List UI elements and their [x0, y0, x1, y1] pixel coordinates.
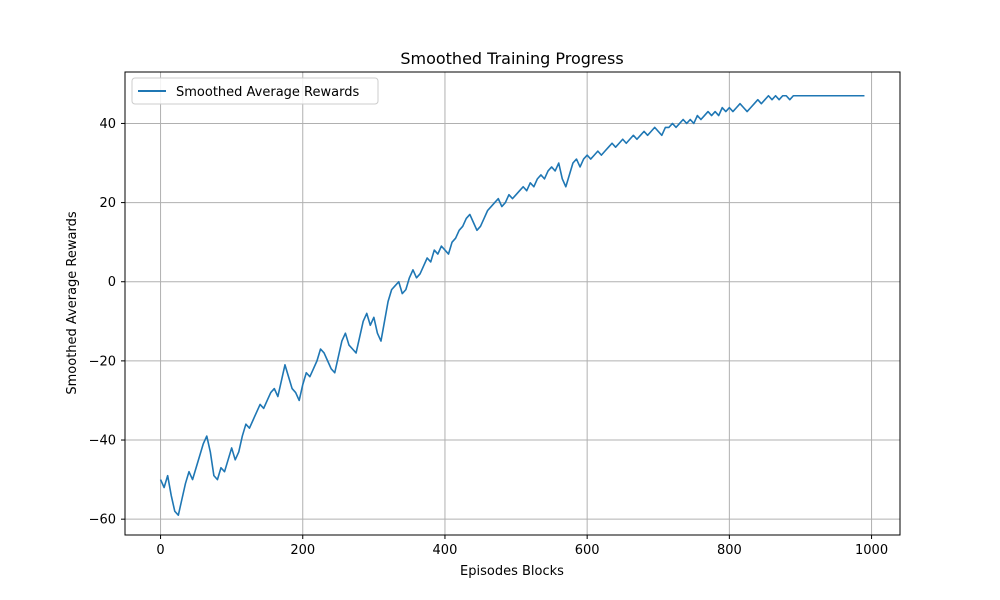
series-line [159, 94, 865, 517]
grid-lines [125, 72, 900, 535]
chart-title: Smoothed Training Progress [400, 49, 623, 68]
y-tick-label: 40 [99, 117, 116, 132]
x-tick-label: 1000 [855, 543, 888, 558]
series-layer [159, 94, 865, 517]
x-tick-label: 400 [433, 543, 458, 558]
x-tick-label: 200 [290, 543, 315, 558]
y-tick-label: 0 [108, 275, 116, 290]
y-tick-label: 20 [99, 196, 116, 211]
x-tick-label: 600 [575, 543, 600, 558]
plot-frame [124, 71, 901, 536]
x-tick-label: 800 [717, 543, 742, 558]
y-tick-label: −20 [89, 354, 116, 369]
legend-box [131, 77, 379, 105]
x-tick-label: 0 [156, 543, 164, 558]
axis-ticks: 0 200 400 600 800 1000 −60 −40 −20 0 20 40 [89, 117, 889, 558]
legend-label: Smoothed Average Rewards [176, 85, 359, 100]
x-axis-label: Episodes Blocks [460, 564, 564, 579]
y-axis-label: Smoothed Average Rewards [65, 211, 80, 394]
y-tick-label: −60 [89, 513, 116, 528]
y-tick-label: −40 [89, 434, 116, 449]
legend: Smoothed Average Rewards [131, 77, 379, 105]
